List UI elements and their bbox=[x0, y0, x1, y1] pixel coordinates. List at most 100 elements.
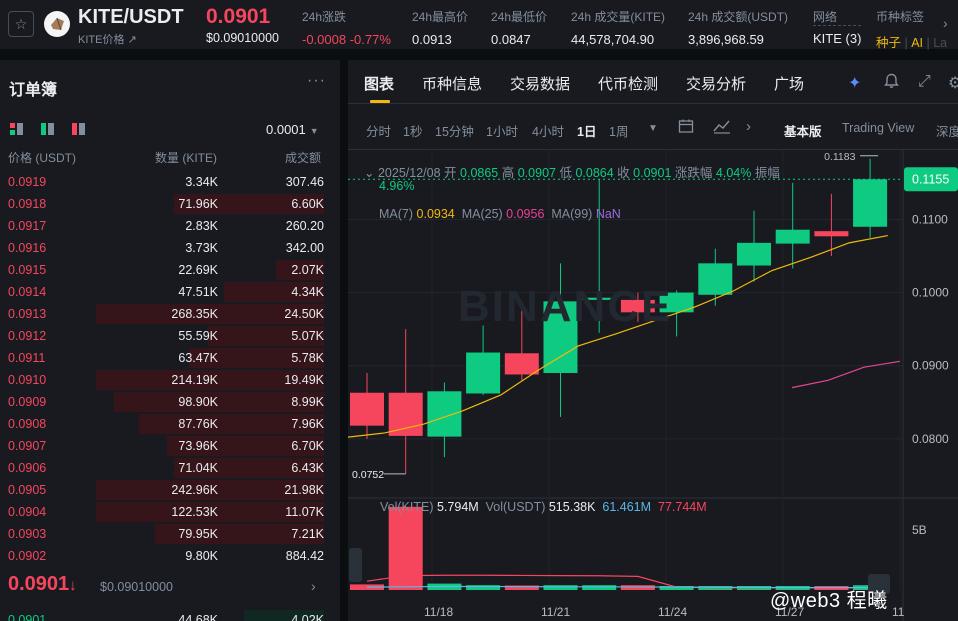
more-intervals-icon[interactable]: ▼ bbox=[648, 123, 658, 134]
interval-1d[interactable]: 1日 bbox=[577, 125, 597, 139]
tab-trading-data[interactable]: 交易数据 bbox=[510, 76, 571, 93]
ask-total: 19.49K bbox=[284, 373, 324, 387]
ask-total: 884.42 bbox=[285, 549, 324, 563]
chevron-right-icon[interactable]: › bbox=[311, 578, 316, 594]
ask-qty: 55.59K bbox=[178, 329, 218, 343]
ask-qty: 71.96K bbox=[178, 197, 218, 211]
tab-chart[interactable]: 图表 bbox=[364, 76, 395, 93]
precision-select[interactable]: 0.0001 ▼ bbox=[266, 122, 319, 137]
ask-row[interactable]: 0.0919 3.34K 307.46 bbox=[0, 171, 340, 193]
ask-qty: 268.35K bbox=[171, 307, 218, 321]
book-bids-icon[interactable] bbox=[41, 123, 54, 135]
ask-depth-bar bbox=[208, 326, 324, 346]
stat-label: 24h 成交额(USDT) bbox=[688, 10, 789, 24]
book-both-icon[interactable] bbox=[10, 123, 23, 135]
ask-total: 21.98K bbox=[284, 483, 324, 497]
ask-row[interactable]: 0.0912 55.59K 5.07K bbox=[0, 325, 340, 347]
vol-ma2-value: 77.744M bbox=[658, 500, 707, 514]
ask-row[interactable]: 0.0910 214.19K 19.49K bbox=[0, 369, 340, 391]
ask-row[interactable]: 0.0907 73.96K 6.70K bbox=[0, 435, 340, 457]
ma99-label: MA(99) bbox=[551, 207, 593, 221]
favorite-star-icon[interactable]: ☆ bbox=[8, 11, 34, 37]
chevron-right-icon[interactable]: › bbox=[746, 118, 751, 135]
pair-name: KITE/USDT bbox=[78, 6, 184, 28]
ask-qty: 9.80K bbox=[185, 549, 218, 563]
ask-qty: 2.83K bbox=[185, 219, 218, 233]
interval-1w[interactable]: 1周 bbox=[609, 125, 629, 139]
candlestick-chart[interactable]: 0.0800 0.0900 0.1000 0.1100 0.1183 0.0752 0.11… bbox=[348, 150, 958, 621]
stat-network[interactable]: 网络 KITE (3) bbox=[813, 8, 862, 46]
tab-trade-analysis[interactable]: 交易分析 bbox=[686, 76, 747, 93]
ask-row[interactable]: 0.0905 242.96K 21.98K bbox=[0, 479, 340, 501]
ask-total: 6.60K bbox=[291, 197, 324, 211]
ask-row[interactable]: 0.0903 79.95K 7.21K bbox=[0, 523, 340, 545]
ask-price: 0.0915 bbox=[8, 263, 47, 277]
ask-price: 0.0905 bbox=[8, 483, 47, 497]
ask-row[interactable]: 0.0917 2.83K 260.20 bbox=[0, 215, 340, 237]
scroll-left-handle bbox=[349, 548, 362, 582]
candle-body bbox=[737, 242, 771, 266]
ask-row[interactable]: 0.0909 98.90K 8.99K bbox=[0, 391, 340, 413]
x-tick-label: 11/18 bbox=[424, 605, 453, 619]
ask-row[interactable]: 0.0904 122.53K 11.07K bbox=[0, 501, 340, 523]
ask-row[interactable]: 0.0911 63.47K 5.78K bbox=[0, 347, 340, 369]
coin-price-link[interactable]: KITE价格 ↗ bbox=[78, 31, 137, 47]
stat-tags[interactable]: 币种标签 种子 | AI | La bbox=[876, 10, 948, 50]
author-watermark: @web3 程曦 bbox=[770, 590, 888, 612]
stat-24h-change: 24h涨跌 -0.0008 -0.77% bbox=[302, 8, 391, 47]
tab-coin-info[interactable]: 币种信息 bbox=[422, 76, 483, 93]
tab-token-check[interactable]: 代币检测 bbox=[598, 76, 659, 93]
col-price-header: 价格 (USDT) bbox=[8, 151, 76, 165]
ask-row[interactable]: 0.0916 3.73K 342.00 bbox=[0, 237, 340, 259]
tag-ai[interactable]: AI bbox=[911, 36, 924, 50]
tab-square[interactable]: 广场 bbox=[774, 76, 805, 93]
bell-icon[interactable] bbox=[884, 73, 899, 94]
indicator-icon[interactable] bbox=[713, 118, 731, 137]
bid-row[interactable]: 0.0901 44.68K 4.02K bbox=[0, 609, 340, 621]
stat-label: 24h最低价 bbox=[491, 10, 548, 24]
chevron-down-icon[interactable]: ⌄ bbox=[364, 166, 375, 180]
volume-bar bbox=[543, 585, 578, 590]
ask-qty: 47.51K bbox=[178, 285, 218, 299]
ask-price: 0.0914 bbox=[8, 285, 47, 299]
tag-more[interactable]: La bbox=[933, 36, 948, 50]
view-depth[interactable]: 深度 bbox=[936, 125, 958, 139]
ask-row[interactable]: 0.0918 71.96K 6.60K bbox=[0, 193, 340, 215]
stat-24h-turnover: 24h 成交额(USDT) 3,896,968.59 bbox=[688, 8, 788, 47]
calendar-icon[interactable] bbox=[678, 118, 694, 138]
candle-body bbox=[504, 353, 539, 375]
ask-row[interactable]: 0.0906 71.04K 6.43K bbox=[0, 457, 340, 479]
interval-1s[interactable]: 1秒 bbox=[403, 125, 423, 139]
book-asks-icon[interactable] bbox=[72, 123, 85, 135]
tag-seed[interactable]: 种子 bbox=[876, 36, 902, 50]
ask-row[interactable]: 0.0914 47.51K 4.34K bbox=[0, 281, 340, 303]
ask-qty: 79.95K bbox=[178, 527, 218, 541]
ask-price: 0.0913 bbox=[8, 307, 47, 321]
expand-icon[interactable]: ⤢ bbox=[918, 73, 931, 90]
vol-axis-label: 5B bbox=[912, 523, 927, 537]
ask-row[interactable]: 0.0908 87.76K 7.96K bbox=[0, 413, 340, 435]
ai-sparkle-icon[interactable]: ✦ bbox=[848, 75, 862, 92]
settings-icon[interactable]: ⚙ bbox=[948, 75, 958, 92]
view-tradingview[interactable]: Trading View bbox=[842, 121, 915, 135]
ask-row[interactable]: 0.0915 22.69K 2.07K bbox=[0, 259, 340, 281]
ask-qty: 63.47K bbox=[178, 351, 218, 365]
interval-1h[interactable]: 1小时 bbox=[486, 125, 518, 139]
view-basic[interactable]: 基本版 bbox=[784, 125, 822, 139]
coin-price-link-label: KITE价格 bbox=[78, 34, 125, 46]
interval-4h[interactable]: 4小时 bbox=[532, 125, 564, 139]
stat-24h-volume: 24h 成交量(KITE) 44,578,704.90 bbox=[571, 8, 665, 47]
ask-total: 24.50K bbox=[284, 307, 324, 321]
more-options-icon[interactable]: ··· bbox=[307, 72, 326, 89]
ask-row[interactable]: 0.0902 9.80K 884.42 bbox=[0, 545, 340, 567]
stat-label: 网络 bbox=[813, 8, 862, 26]
ask-qty: 214.19K bbox=[171, 373, 218, 387]
chevron-right-icon[interactable]: › bbox=[943, 15, 948, 31]
stat-label: 24h 成交量(KITE) bbox=[571, 10, 666, 24]
interval-line[interactable]: 分时 bbox=[366, 125, 392, 139]
interval-15m[interactable]: 15分钟 bbox=[435, 125, 474, 139]
ask-row[interactable]: 0.0913 268.35K 24.50K bbox=[0, 303, 340, 325]
ohlc-high-label: 高 bbox=[501, 166, 515, 180]
x-tick-label: 11 bbox=[892, 605, 905, 619]
precision-value: 0.0001 bbox=[266, 122, 306, 137]
